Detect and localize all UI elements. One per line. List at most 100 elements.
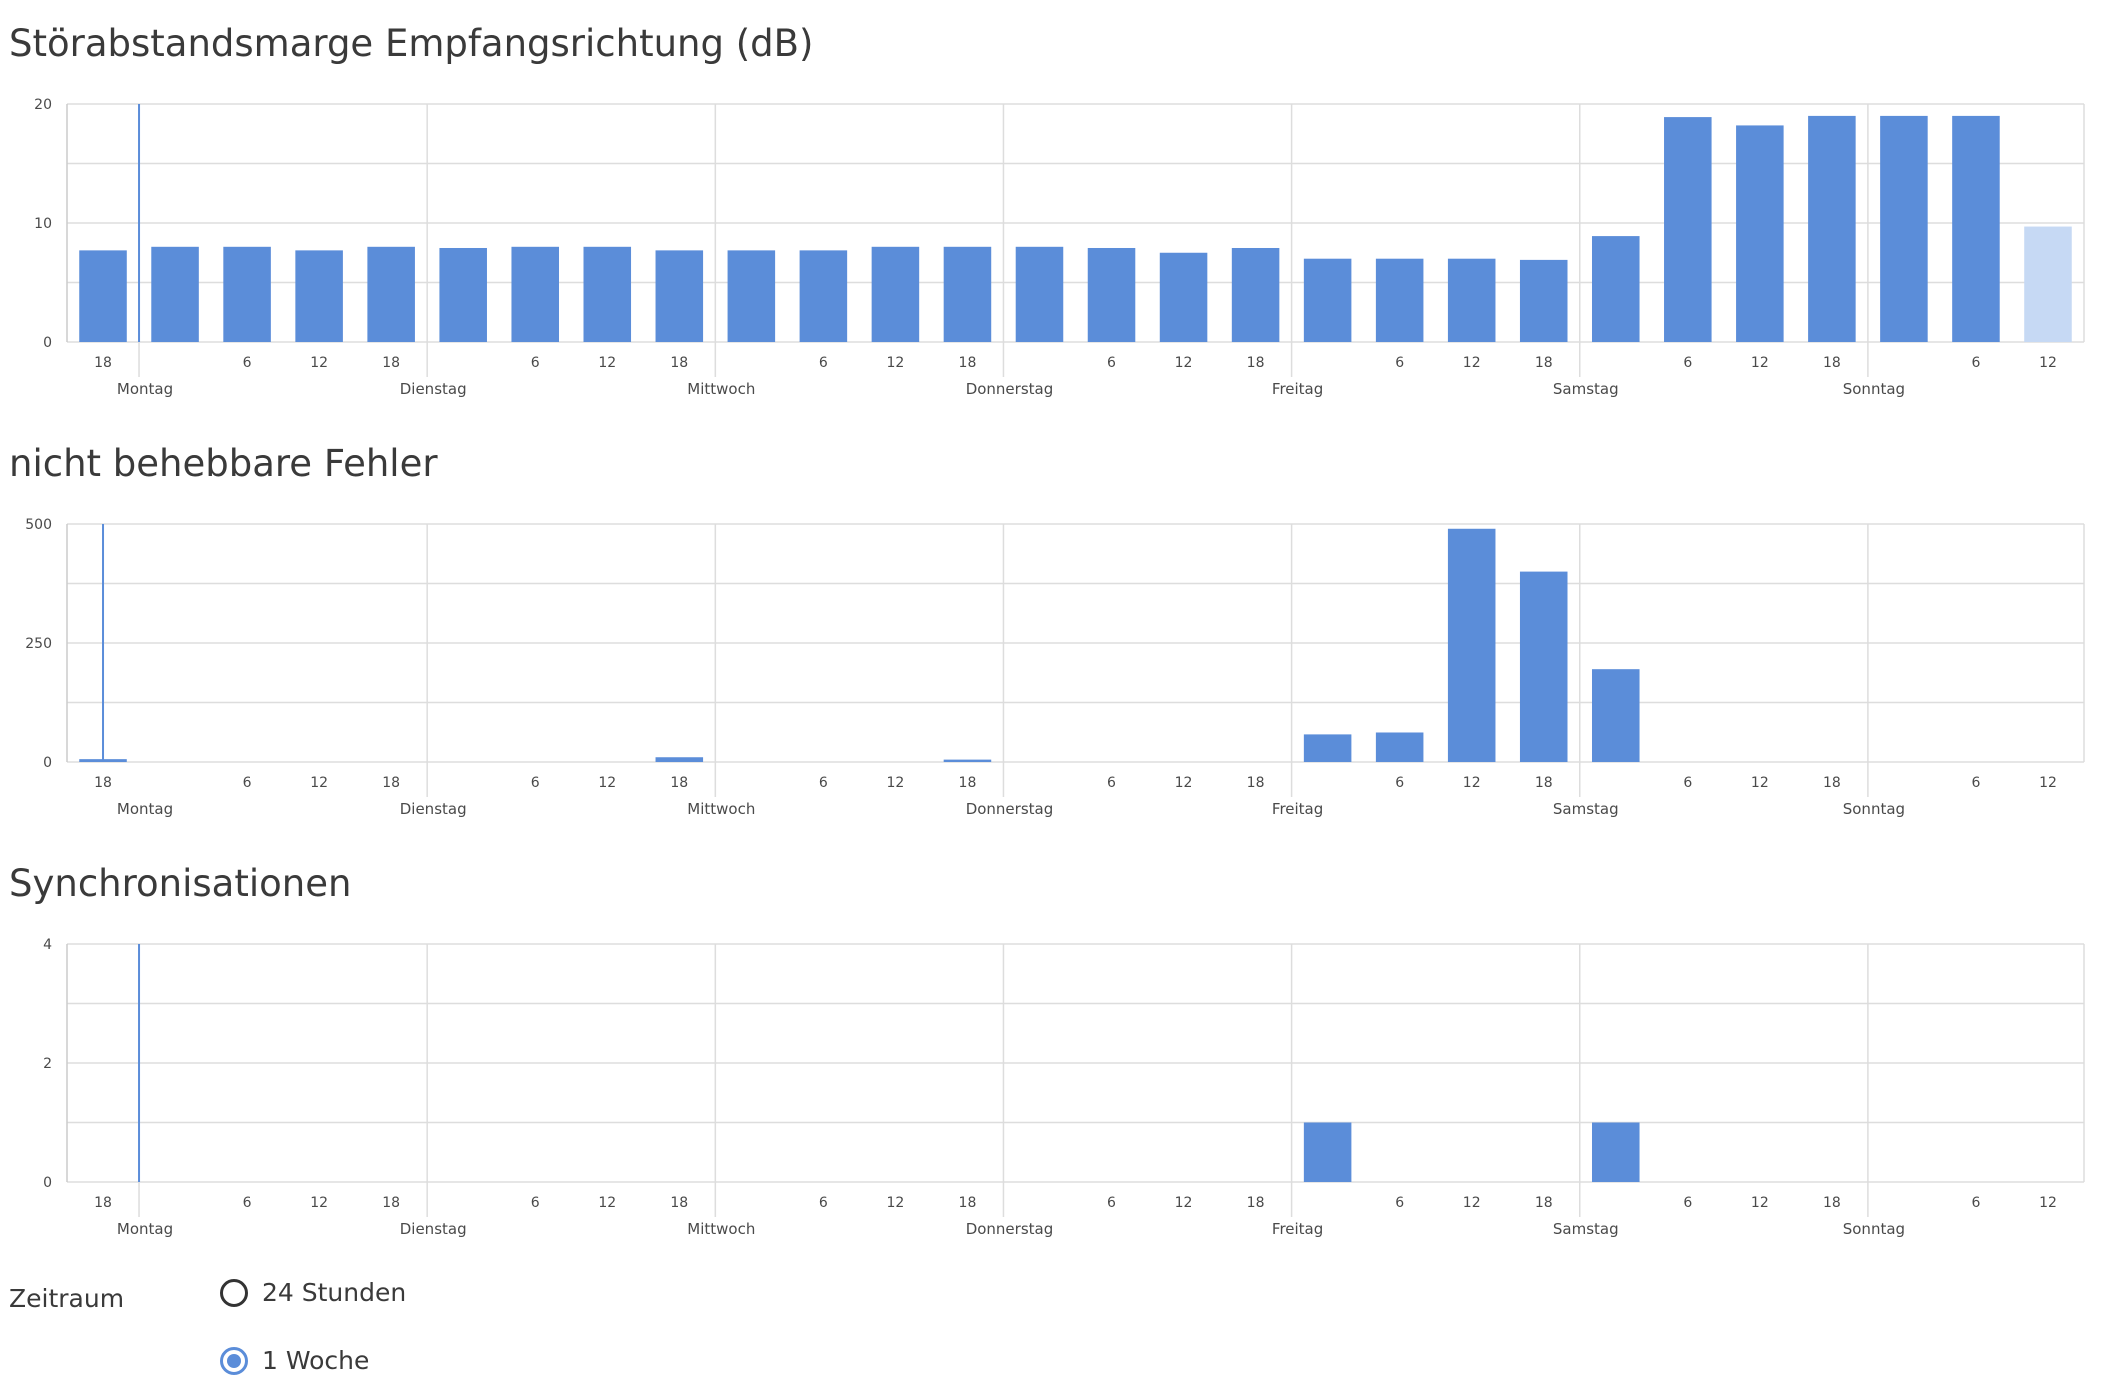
day-label: Sonntag [1843, 800, 1905, 818]
x-tick-label: 12 [1751, 1195, 1769, 1211]
day-label: Freitag [1272, 1220, 1323, 1238]
day-label: Mittwoch [687, 380, 755, 398]
bar [79, 250, 127, 342]
x-tick-label: 6 [1107, 775, 1116, 791]
day-label: Donnerstag [966, 380, 1054, 398]
bar [1303, 734, 1352, 762]
day-label: Dienstag [400, 380, 467, 398]
bar [1087, 247, 1136, 342]
bar [655, 757, 704, 762]
chart-synchronisations: 4 2 0 18 6 12 18 6 12 18 6 12 18 6 12 18 6 12 18 6 12 18 6 12 Mo… [43, 937, 2085, 1238]
x-tick-label: 12 [1463, 355, 1481, 371]
x-tick-label: 6 [1683, 775, 1692, 791]
bar [943, 246, 992, 342]
day-label: Samstag [1553, 800, 1619, 818]
bar [1591, 236, 1640, 342]
x-tick-label: 12 [2039, 355, 2057, 371]
x-tick-label: 12 [598, 1195, 616, 1211]
x-tick-label: 18 [1535, 1195, 1553, 1211]
bar [1447, 528, 1496, 762]
period-option-24h[interactable]: 24 Stunden [220, 1278, 406, 1307]
y-tick-label: 0 [43, 335, 52, 351]
x-tick-label: 12 [598, 355, 616, 371]
bar [367, 246, 415, 342]
x-tick-label: 18 [670, 775, 688, 791]
x-tick-label: 12 [1175, 355, 1193, 371]
day-label: Dienstag [400, 1220, 467, 1238]
x-tick-label: 6 [1683, 1195, 1692, 1211]
bar [1015, 246, 1064, 342]
x-tick-label: 18 [1535, 355, 1553, 371]
x-tick-label: 6 [531, 355, 540, 371]
x-tick-label: 6 [243, 355, 252, 371]
day-label: Mittwoch [687, 1220, 755, 1238]
day-label: Sonntag [1843, 1220, 1905, 1238]
bar [511, 246, 560, 342]
bar [1591, 669, 1640, 762]
x-tick-label: 18 [1247, 775, 1265, 791]
bar [295, 250, 343, 342]
x-tick-label: 18 [382, 1195, 400, 1211]
bar [151, 246, 199, 342]
radio-label-1-week: 1 Woche [262, 1346, 370, 1375]
bar [655, 250, 704, 342]
y-tick-label: 250 [25, 636, 52, 652]
x-tick-label: 6 [1107, 355, 1116, 371]
day-label: Donnerstag [966, 1220, 1054, 1238]
y-tick-label: 10 [34, 216, 52, 232]
x-tick-label: 18 [1823, 775, 1841, 791]
period-label: Zeitraum [9, 1284, 125, 1313]
x-tick-label: 6 [531, 775, 540, 791]
y-tick-label: 500 [25, 517, 52, 533]
bar [1952, 115, 2000, 343]
x-tick-label: 18 [94, 1195, 112, 1211]
x-tick-label: 6 [1971, 355, 1980, 371]
day-label: Montag [117, 1220, 173, 1238]
x-tick-label: 6 [819, 775, 828, 791]
x-tick-label: 18 [1247, 1195, 1265, 1211]
x-tick-label: 18 [382, 355, 400, 371]
radio-button-24h[interactable] [220, 1278, 248, 1307]
x-tick-label: 6 [1107, 1195, 1116, 1211]
radio-button-1-week[interactable] [220, 1346, 248, 1375]
radio-label-24h: 24 Stunden [262, 1278, 407, 1307]
x-tick-label: 12 [1463, 1195, 1481, 1211]
bar [799, 250, 848, 342]
day-label: Samstag [1553, 380, 1619, 398]
x-tick-label: 12 [1463, 775, 1481, 791]
x-tick-label: 12 [886, 355, 904, 371]
chart-title-uncorrectable-errors: nicht behebbare Fehler [9, 442, 438, 485]
x-tick-label: 6 [243, 775, 252, 791]
day-label: Dienstag [400, 800, 467, 818]
y-tick-label: 20 [34, 97, 52, 113]
chart-title-snr-margin: Störabstandsmarge Empfangsrichtung (dB) [9, 22, 814, 65]
period-option-1-week[interactable]: 1 Woche [220, 1346, 369, 1375]
x-tick-label: 12 [1175, 1195, 1193, 1211]
x-tick-label: 6 [1683, 355, 1692, 371]
y-tick-label: 2 [43, 1056, 52, 1072]
x-tick-label: 18 [670, 1195, 688, 1211]
x-tick-label: 18 [959, 355, 977, 371]
x-tick-label: 6 [819, 1195, 828, 1211]
day-label: Freitag [1272, 380, 1323, 398]
bar [1664, 117, 1712, 342]
bar [1880, 115, 1928, 343]
y-tick-label: 4 [43, 937, 52, 953]
bar [727, 250, 776, 342]
bar [1303, 258, 1352, 342]
y-tick-label: 0 [43, 755, 52, 771]
day-label: Donnerstag [966, 800, 1054, 818]
x-tick-label: 18 [94, 775, 112, 791]
x-tick-label: 18 [1823, 355, 1841, 371]
bar [1519, 259, 1568, 342]
x-tick-label: 18 [1823, 1195, 1841, 1211]
x-tick-label: 6 [1971, 1195, 1980, 1211]
x-tick-label: 18 [94, 355, 112, 371]
x-tick-label: 12 [310, 355, 328, 371]
x-tick-label: 12 [598, 775, 616, 791]
bar [1591, 1122, 1640, 1182]
day-label: Samstag [1553, 1220, 1619, 1238]
chart-uncorrectable-errors: 500 250 0 18 6 12 18 6 12 18 6 12 18 6 12 18 6 12 18 6 12 18 6… [25, 517, 2085, 818]
x-tick-label: 6 [1971, 775, 1980, 791]
x-tick-label: 6 [1395, 1195, 1404, 1211]
